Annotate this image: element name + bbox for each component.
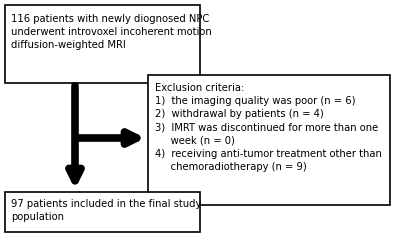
Bar (5, 192, 200, 232)
Bar (148, 75, 390, 205)
Bar (5, 5, 200, 83)
Text: 97 patients included in the final study
population: 97 patients included in the final study … (11, 199, 201, 222)
Text: Exclusion criteria:
1)  the imaging quality was poor (n = 6)
2)  withdrawal by p: Exclusion criteria: 1) the imaging quali… (155, 83, 382, 172)
Text: 116 patients with newly diognosed NPC
underwent introvoxel incoherent motion
dif: 116 patients with newly diognosed NPC un… (11, 14, 212, 50)
